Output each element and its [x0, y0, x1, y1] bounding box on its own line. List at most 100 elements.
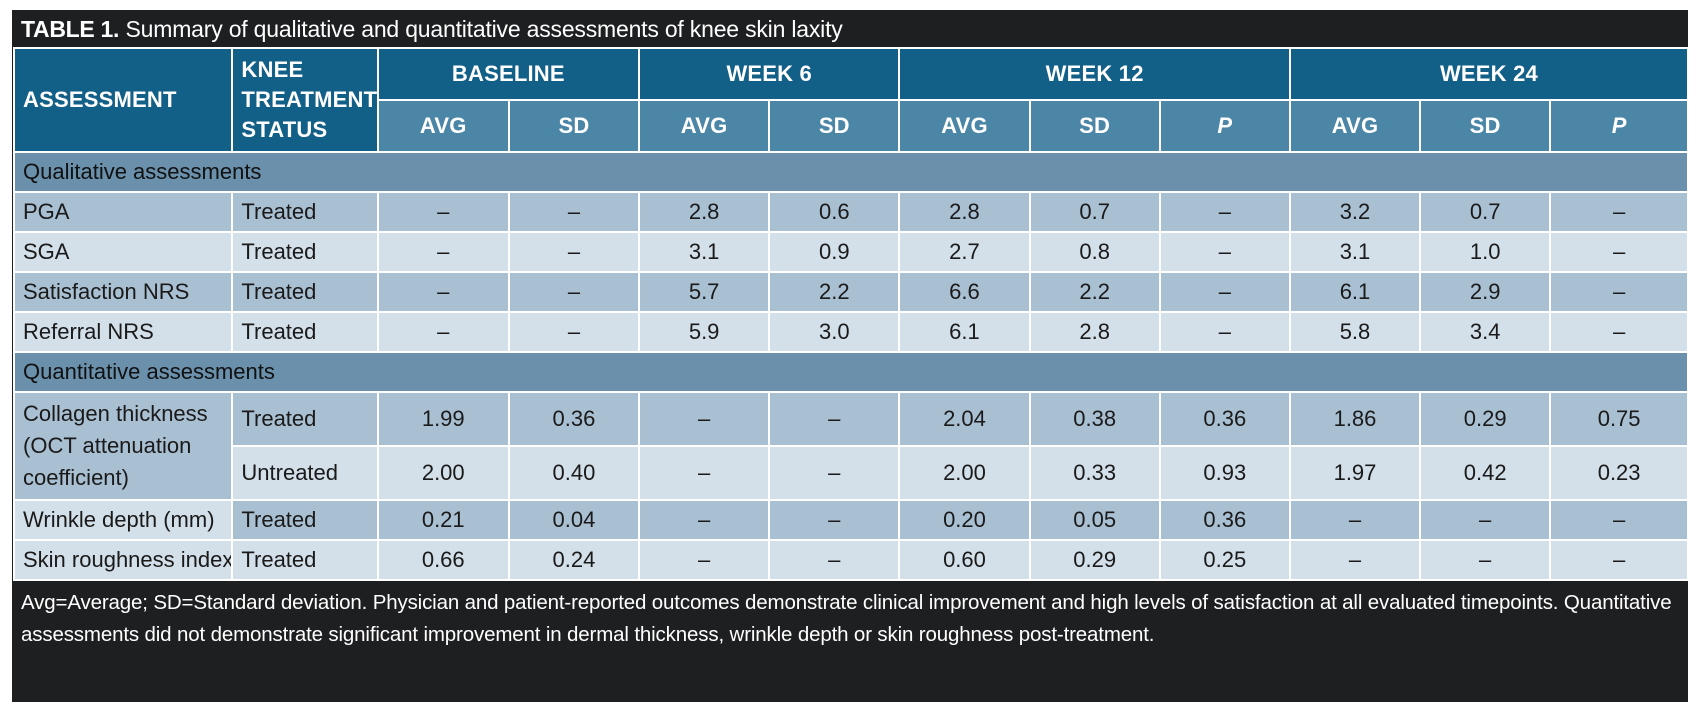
cell: 2.00 — [376, 445, 510, 501]
cell: 0.7 — [1419, 191, 1552, 233]
cell: 1.99 — [376, 391, 510, 447]
cell: 0.21 — [376, 499, 510, 541]
cell: 0.36 — [507, 391, 641, 447]
header-status-line: KNEE — [241, 57, 304, 82]
row-assessment: Satisfaction NRS — [12, 271, 234, 313]
cell: 3.4 — [1419, 311, 1552, 353]
cell: 0.36 — [1158, 391, 1291, 447]
cell: – — [1158, 311, 1291, 353]
row-status: Treated — [231, 191, 379, 233]
section-qualitative: Qualitative assessments — [13, 151, 1689, 193]
cell: 0.04 — [507, 499, 641, 541]
subheader-sd: SD — [507, 99, 641, 153]
cell: 0.9 — [768, 231, 901, 273]
subheader-avg: AVG — [376, 99, 510, 153]
row-status: Treated — [231, 311, 379, 353]
header-baseline: BASELINE — [376, 47, 641, 101]
cell: 0.20 — [898, 499, 1031, 541]
cell: – — [376, 311, 510, 353]
row-status: Untreated — [231, 445, 379, 501]
collagen-label-line: coefficient) — [23, 465, 129, 490]
cell: 0.29 — [1028, 539, 1161, 581]
cell: – — [1288, 539, 1422, 581]
cell: 2.04 — [898, 391, 1031, 447]
cell: – — [376, 191, 510, 233]
cell: – — [507, 271, 641, 313]
cell: 2.2 — [1028, 271, 1161, 313]
table-footnote: Avg=Average; SD=Standard deviation. Phys… — [13, 581, 1687, 651]
cell: 0.38 — [1028, 391, 1161, 447]
table-row: Wrinkle depth (mm) Treated 0.21 0.04 – –… — [12, 499, 1689, 541]
cell: – — [1549, 231, 1689, 273]
table-row: Satisfaction NRS Treated – – 5.7 2.2 6.6… — [12, 271, 1689, 313]
cell: 1.86 — [1288, 391, 1422, 447]
cell: 2.7 — [898, 231, 1031, 273]
header-week-24: WEEK 24 — [1288, 47, 1690, 101]
table-row: Collagen thickness (OCT attenuation coef… — [12, 391, 1689, 501]
cell: 2.8 — [638, 191, 771, 233]
cell: 0.33 — [1028, 445, 1161, 501]
cell: 2.8 — [1028, 311, 1161, 353]
cell: – — [638, 445, 771, 501]
cell: 0.25 — [1158, 539, 1291, 581]
cell: – — [768, 445, 901, 501]
cell: – — [1158, 231, 1291, 273]
table-row: Untreated 2.00 0.40 – – 2.00 0.33 0.93 1… — [14, 445, 1689, 501]
footnote-line: assessments did not demonstrate signific… — [21, 623, 1155, 646]
cell: 6.1 — [1288, 271, 1422, 313]
row-assessment-collagen: Collagen thickness (OCT attenuation coef… — [12, 391, 234, 501]
row-assessment: Skin roughness index — [12, 539, 234, 581]
cell: – — [507, 311, 641, 353]
header-status-line: STATUS — [241, 117, 328, 142]
cell: – — [1549, 539, 1689, 581]
assessment-table: ASSESSMENT KNEE TREATMENT STATUS BASELIN… — [12, 47, 1690, 581]
cell: 5.8 — [1288, 311, 1422, 353]
header-knee-treatment-status: KNEE TREATMENT STATUS — [231, 47, 379, 153]
table-caption: TABLE 1. Summary of qualitative and quan… — [13, 11, 1687, 47]
subheader-sd: SD — [1419, 99, 1552, 153]
cell: 3.0 — [768, 311, 901, 353]
cell: – — [1158, 271, 1291, 313]
cell: – — [1549, 271, 1689, 313]
row-assessment: SGA — [12, 231, 234, 273]
cell: 2.00 — [898, 445, 1031, 501]
row-status: Treated — [231, 499, 379, 541]
cell: – — [507, 231, 641, 273]
section-quantitative: Quantitative assessments — [13, 351, 1689, 393]
table-row: SGA Treated – – 3.1 0.9 2.7 0.8 – 3.1 1.… — [12, 231, 1689, 273]
cell: – — [507, 191, 641, 233]
subheader-sd: SD — [768, 99, 901, 153]
header-status-line: TREATMENT — [241, 87, 378, 112]
table-label: TABLE 1. — [21, 16, 120, 42]
cell: – — [768, 539, 901, 581]
subheader-p: P — [1158, 99, 1291, 153]
cell: 2.8 — [898, 191, 1031, 233]
collagen-label-line: Collagen thickness — [23, 401, 208, 426]
row-assessment: PGA — [12, 191, 234, 233]
table-row: PGA Treated – – 2.8 0.6 2.8 0.7 – 3.2 0.… — [12, 191, 1689, 233]
cell: 2.9 — [1419, 271, 1552, 313]
table-row: Referral NRS Treated – – 5.9 3.0 6.1 2.8… — [12, 311, 1689, 353]
header-assessment: ASSESSMENT — [12, 47, 234, 153]
cell: 0.23 — [1549, 445, 1689, 501]
cell: – — [638, 499, 771, 541]
header-week-12: WEEK 12 — [898, 47, 1291, 101]
cell: 0.36 — [1158, 499, 1291, 541]
footnote-line: Avg=Average; SD=Standard deviation. Phys… — [21, 591, 1672, 614]
cell: 0.40 — [507, 445, 641, 501]
collagen-label-line: (OCT attenuation — [23, 433, 192, 458]
row-status: Treated — [231, 391, 379, 447]
subheader-sd: SD — [1028, 99, 1161, 153]
cell: – — [768, 391, 901, 447]
table-row: Skin roughness index Treated 0.66 0.24 –… — [12, 539, 1689, 581]
cell: – — [1288, 499, 1422, 541]
cell: – — [638, 539, 771, 581]
cell: – — [638, 391, 771, 447]
cell: – — [1419, 539, 1552, 581]
cell: – — [1549, 499, 1689, 541]
cell: 0.42 — [1419, 445, 1552, 501]
cell: – — [1549, 311, 1689, 353]
subheader-avg: AVG — [1288, 99, 1422, 153]
cell: 0.24 — [507, 539, 641, 581]
row-status: Treated — [231, 231, 379, 273]
